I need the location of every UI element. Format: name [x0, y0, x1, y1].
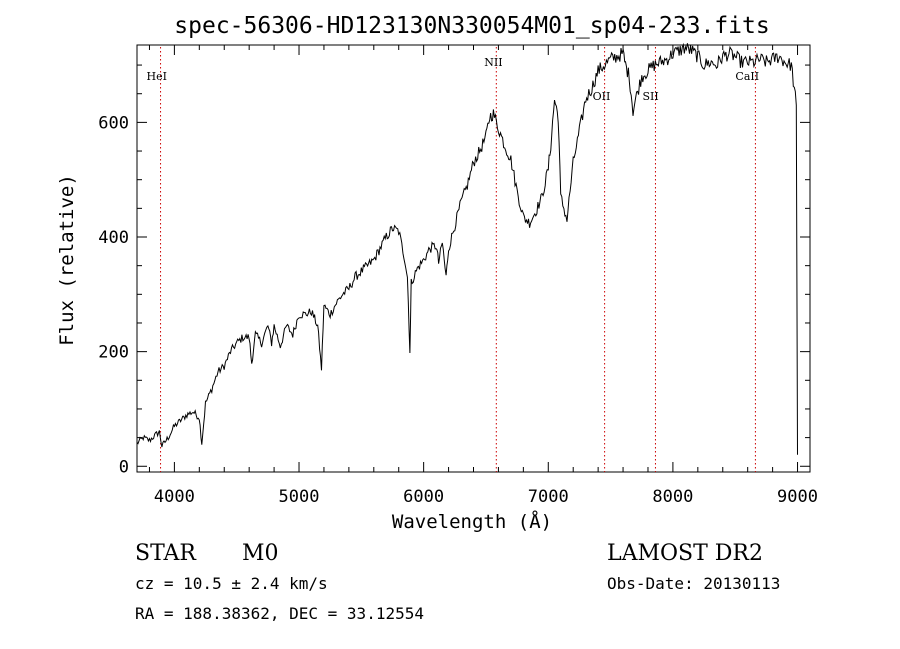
x-tick-label: 5000	[279, 487, 320, 507]
x-tick-label: 4000	[154, 487, 195, 507]
x-tick-label: 7000	[528, 487, 569, 507]
ra-dec-coordinates: RA = 188.38362, DEC = 33.12554	[135, 604, 424, 623]
plot-frame	[136, 44, 811, 473]
y-tick-label: 600	[98, 113, 129, 133]
series-line-0	[136, 42, 798, 455]
y-axis-label: Flux (relative)	[56, 174, 78, 346]
object-type: STAR	[135, 541, 197, 566]
y-tick-label: 200	[98, 343, 129, 363]
marker-label-nii: NII	[484, 56, 502, 69]
x-tick-label: 8000	[652, 487, 693, 507]
axis-ticks	[137, 45, 810, 472]
observation-date: Obs-Date: 20130113	[607, 574, 780, 593]
survey-name: LAMOST DR2	[607, 541, 763, 566]
spectrum-series	[136, 42, 798, 455]
marker-label-sii: SII	[642, 90, 658, 103]
y-tick-label: 0	[119, 457, 129, 477]
chart-title: spec-56306-HD123130N330054M01_sp04-233.f…	[174, 13, 769, 39]
redshift-cz: cz = 10.5 ± 2.4 km/s	[135, 574, 328, 593]
marker-label-hei: HeI	[147, 70, 167, 83]
x-tick-label: 6000	[403, 487, 444, 507]
marker-label-caii: CaII	[735, 70, 759, 83]
x-tick-label: 9000	[777, 487, 818, 507]
marker-label-oii: OII	[593, 90, 611, 103]
spectral-subclass: M0	[242, 541, 279, 566]
emission-line-markers: HeI NII OII SII CaII	[147, 47, 759, 472]
y-tick-label: 400	[98, 228, 129, 248]
x-axis-label: Wavelength (Å)	[392, 510, 552, 533]
axis-tick-labels: 4000 5000 6000 7000 8000 9000 0 200 400 600	[98, 113, 818, 507]
